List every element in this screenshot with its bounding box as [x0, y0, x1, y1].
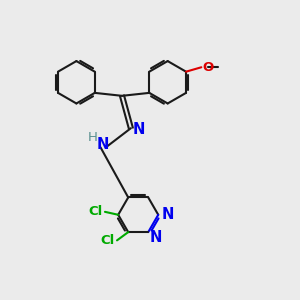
Text: Cl: Cl: [88, 205, 103, 218]
Text: N: N: [150, 230, 162, 245]
Text: Cl: Cl: [100, 234, 115, 247]
Text: N: N: [96, 137, 109, 152]
Text: H: H: [88, 130, 98, 143]
Text: O: O: [202, 61, 214, 74]
Text: N: N: [133, 122, 145, 137]
Text: N: N: [162, 207, 174, 222]
